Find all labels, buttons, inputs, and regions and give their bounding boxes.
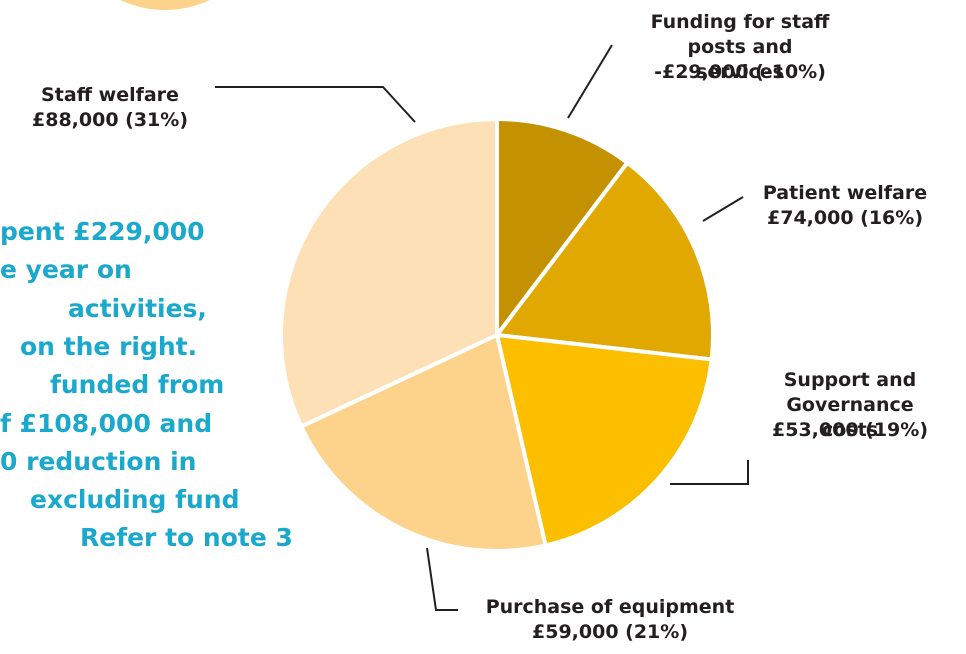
body-text-line: activities, <box>68 293 207 323</box>
leader-line <box>426 547 458 611</box>
leader-line <box>567 44 613 119</box>
slice-label: Patient welfare <box>762 182 928 204</box>
body-text-line: e year on <box>0 255 132 285</box>
slice-value-label: £74,000 (16%) <box>767 207 923 229</box>
body-text-line: Refer to note 3 <box>80 523 293 553</box>
slice-value-label: £88,000 (31%) <box>32 109 188 131</box>
body-text-line: 0 reduction in <box>0 446 197 476</box>
pie-slice <box>299 333 548 553</box>
leader-lines <box>215 44 749 611</box>
body-text-line: excluding fund <box>30 485 240 515</box>
slice-label: Staff welfare <box>41 84 179 106</box>
slice-value-label: £53,000 (19%) <box>772 419 928 441</box>
pie-slice <box>495 117 630 337</box>
slice-label: Purchase of equipment <box>485 596 735 618</box>
body-text-line: pent £229,000 <box>0 217 205 246</box>
pie-slice <box>279 117 499 429</box>
body-text-line: on the right. <box>20 331 198 361</box>
slice-label: Support and Governance costs <box>783 369 917 441</box>
slice-label: Funding for staff posts and services <box>650 11 830 83</box>
leader-line <box>670 460 749 485</box>
body-text-line: funded from <box>50 370 225 400</box>
pie-slice <box>495 160 715 362</box>
pie-slice <box>495 333 714 548</box>
slice-value-label: £59,000 (21%) <box>532 621 688 643</box>
slice-value-label: -£29,000 (-10%) <box>654 61 826 83</box>
pie <box>279 117 715 553</box>
body-text-line: f £108,000 and <box>0 408 213 438</box>
leader-line <box>215 86 416 123</box>
decorative-circle <box>120 0 210 10</box>
leader-line <box>702 196 744 222</box>
